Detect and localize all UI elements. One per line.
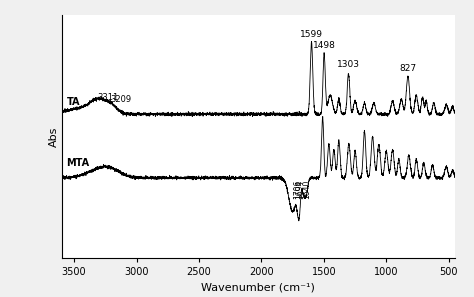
Text: 827: 827 [400,64,417,73]
Text: 1706: 1706 [294,180,303,199]
Y-axis label: Abs: Abs [49,127,59,147]
Text: 1498: 1498 [313,42,336,50]
Text: 1640: 1640 [302,180,311,199]
Text: 1303: 1303 [337,60,360,69]
Text: MTA: MTA [67,159,90,168]
Text: 3209: 3209 [110,95,132,104]
X-axis label: Wavenumber (cm⁻¹): Wavenumber (cm⁻¹) [201,283,315,293]
Text: 1599: 1599 [300,30,323,39]
Text: TA: TA [67,97,80,107]
Text: 3311: 3311 [98,93,119,102]
Text: 1694: 1694 [295,180,304,199]
